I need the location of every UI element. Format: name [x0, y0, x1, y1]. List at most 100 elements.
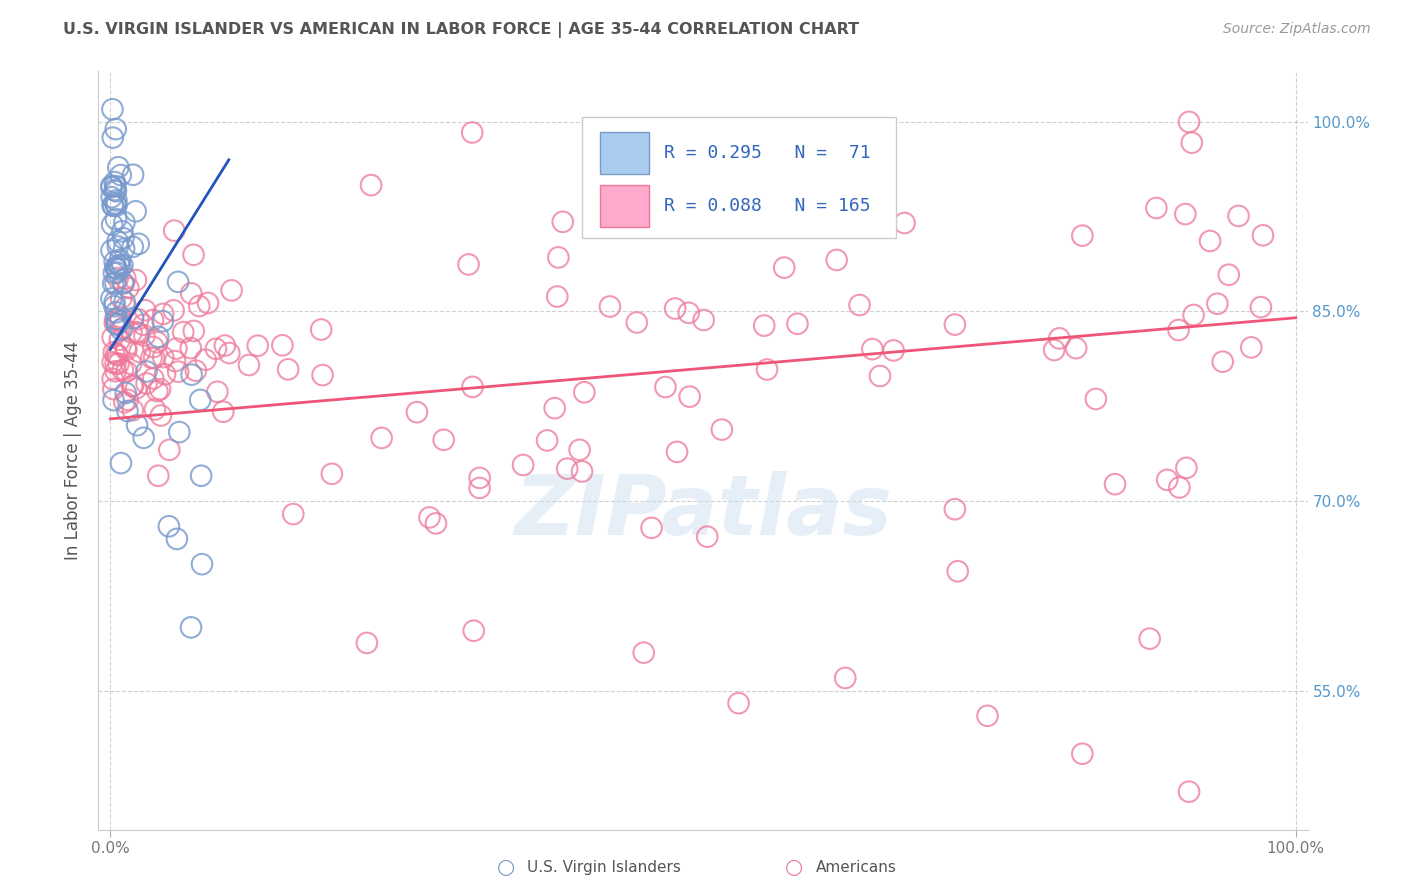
- Point: [128, 236, 150, 251]
- Point: [104, 175, 127, 189]
- Point: [112, 320, 135, 334]
- Point: [716, 203, 738, 218]
- Point: [104, 356, 127, 370]
- Point: [1199, 234, 1222, 248]
- Point: [1212, 354, 1234, 368]
- Point: [893, 216, 915, 230]
- Point: [212, 405, 235, 419]
- Point: [568, 442, 591, 457]
- Point: [132, 318, 155, 332]
- Point: [105, 318, 128, 332]
- Point: [104, 179, 127, 194]
- Point: [104, 122, 127, 136]
- Point: [134, 303, 156, 318]
- Point: [105, 318, 128, 332]
- Point: [166, 532, 188, 546]
- Point: [172, 325, 194, 339]
- Point: [1251, 228, 1274, 243]
- Point: [105, 347, 128, 361]
- Point: [112, 277, 135, 291]
- Point: [157, 442, 180, 457]
- Point: [100, 178, 122, 193]
- Point: [1182, 308, 1205, 322]
- Point: [870, 193, 893, 207]
- Point: [197, 296, 219, 310]
- Point: [1240, 340, 1263, 354]
- Point: [141, 351, 163, 365]
- Point: [1167, 323, 1189, 337]
- Point: [163, 354, 186, 368]
- Point: [104, 316, 127, 330]
- Point: [114, 341, 136, 355]
- Point: [112, 276, 135, 290]
- Point: [103, 198, 125, 212]
- Point: [101, 355, 124, 369]
- Point: [756, 362, 779, 376]
- Point: [696, 530, 718, 544]
- Point: [115, 343, 138, 357]
- Point: [571, 465, 593, 479]
- Point: [468, 471, 491, 485]
- Point: [190, 468, 212, 483]
- Point: [146, 335, 169, 350]
- Point: [128, 344, 150, 359]
- Point: [103, 277, 125, 291]
- Point: [121, 379, 143, 393]
- Point: [370, 431, 392, 445]
- Point: [976, 708, 998, 723]
- Point: [111, 258, 134, 272]
- Point: [848, 298, 870, 312]
- Point: [152, 307, 174, 321]
- Point: [238, 358, 260, 372]
- Point: [112, 242, 135, 256]
- Point: [1175, 460, 1198, 475]
- Point: [122, 378, 145, 392]
- Point: [546, 289, 568, 303]
- Point: [321, 467, 343, 481]
- Point: [107, 235, 129, 249]
- Point: [105, 194, 128, 208]
- Point: [626, 316, 648, 330]
- Point: [142, 340, 165, 354]
- Point: [146, 384, 169, 398]
- Point: [105, 262, 128, 277]
- Point: [148, 468, 170, 483]
- Point: [117, 392, 139, 407]
- Point: [640, 521, 662, 535]
- Point: [946, 564, 969, 578]
- Point: [135, 376, 157, 391]
- Point: [105, 305, 128, 319]
- Point: [104, 364, 127, 378]
- Point: [108, 258, 131, 272]
- Point: [107, 160, 129, 174]
- Point: [121, 240, 143, 254]
- Text: R = 0.295   N =  71: R = 0.295 N = 71: [664, 145, 870, 162]
- Point: [1104, 477, 1126, 491]
- Text: U.S. VIRGIN ISLANDER VS AMERICAN IN LABOR FORCE | AGE 35-44 CORRELATION CHART: U.S. VIRGIN ISLANDER VS AMERICAN IN LABO…: [63, 22, 859, 38]
- Point: [1139, 632, 1161, 646]
- Point: [104, 295, 127, 310]
- Point: [1156, 473, 1178, 487]
- Point: [205, 342, 228, 356]
- Point: [104, 212, 127, 227]
- Point: [103, 382, 125, 396]
- Point: [105, 198, 128, 212]
- Point: [773, 260, 796, 275]
- Point: [1227, 209, 1250, 223]
- Point: [1206, 296, 1229, 310]
- Point: [512, 458, 534, 472]
- Point: [110, 168, 132, 182]
- Point: [122, 168, 145, 182]
- Point: [103, 345, 125, 359]
- Point: [406, 405, 429, 419]
- Point: [1181, 136, 1204, 150]
- Point: [180, 286, 202, 301]
- Point: [132, 431, 155, 445]
- Point: [547, 251, 569, 265]
- Point: [111, 363, 134, 377]
- Point: [191, 557, 214, 571]
- Point: [104, 254, 127, 268]
- Point: [114, 386, 136, 401]
- Point: [574, 385, 596, 400]
- Point: [727, 696, 749, 710]
